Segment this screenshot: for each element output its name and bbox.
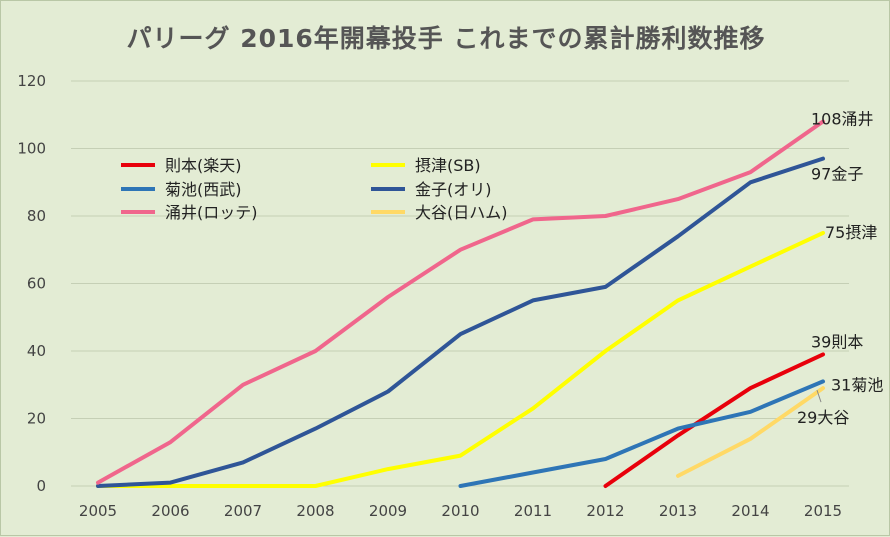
legend-label: 金子(オリ) [415, 180, 492, 199]
legend-label: 涌井(ロッテ) [165, 203, 258, 222]
series-line [96, 119, 825, 485]
y-tick-label: 40 [27, 342, 46, 360]
series-end-label: 75摂津 [825, 223, 877, 242]
series-end-label: 31菊池 [831, 375, 883, 394]
legend-label: 大谷(日ハム) [415, 203, 508, 222]
x-tick-label: 2015 [804, 502, 842, 520]
x-tick-label: 2011 [514, 502, 552, 520]
y-tick-label: 0 [36, 477, 46, 495]
x-tick-label: 2012 [586, 502, 624, 520]
legend-label: 摂津(SB) [415, 156, 481, 175]
x-tick-label: 2007 [224, 502, 262, 520]
y-tick-label: 100 [17, 140, 46, 158]
series-line [603, 352, 825, 488]
series-end-label: 39則本 [811, 332, 863, 351]
x-tick-label: 2006 [151, 502, 189, 520]
x-tick-label: 2014 [731, 502, 769, 520]
x-tick-label: 2013 [659, 502, 697, 520]
series-end-label: 29大谷 [797, 408, 849, 427]
series-line [96, 156, 825, 488]
x-tick-label: 2005 [79, 502, 117, 520]
y-tick-label: 60 [27, 275, 46, 293]
y-tick-label: 80 [27, 207, 46, 225]
chart-title: パリーグ 2016年開幕投手 これまでの累計勝利数推移 [126, 24, 766, 53]
series-line [458, 379, 825, 488]
legend-label: 菊池(西武) [165, 180, 242, 199]
legend-label: 則本(楽天) [165, 156, 242, 175]
series-end-label: 97金子 [811, 165, 863, 184]
series-line [96, 230, 825, 488]
x-tick-label: 2008 [296, 502, 334, 520]
series-end-label: 108涌井 [811, 110, 874, 129]
label-leader-line [816, 389, 822, 403]
x-tick-label: 2009 [369, 502, 407, 520]
x-tick-label: 2010 [441, 502, 479, 520]
y-tick-label: 120 [17, 72, 46, 90]
series-line [676, 386, 825, 478]
y-tick-label: 20 [27, 410, 46, 428]
